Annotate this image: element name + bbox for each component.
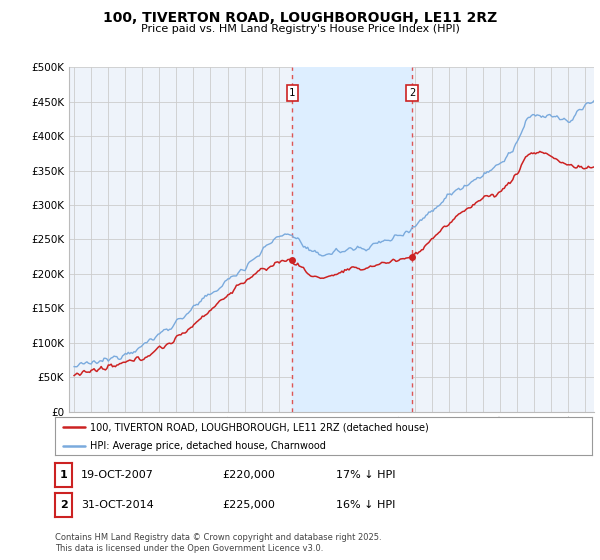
Text: 31-OCT-2014: 31-OCT-2014 xyxy=(81,500,154,510)
Text: 19-OCT-2007: 19-OCT-2007 xyxy=(81,470,154,480)
Text: 2: 2 xyxy=(409,88,415,98)
Text: 1: 1 xyxy=(289,88,295,98)
Text: 17% ↓ HPI: 17% ↓ HPI xyxy=(336,470,395,480)
Text: £225,000: £225,000 xyxy=(222,500,275,510)
Text: 100, TIVERTON ROAD, LOUGHBOROUGH, LE11 2RZ (detached house): 100, TIVERTON ROAD, LOUGHBOROUGH, LE11 2… xyxy=(90,422,429,432)
Text: Contains HM Land Registry data © Crown copyright and database right 2025.
This d: Contains HM Land Registry data © Crown c… xyxy=(55,533,382,553)
Text: Price paid vs. HM Land Registry's House Price Index (HPI): Price paid vs. HM Land Registry's House … xyxy=(140,24,460,34)
Text: £220,000: £220,000 xyxy=(222,470,275,480)
Text: 2: 2 xyxy=(60,500,67,510)
Text: 1: 1 xyxy=(60,470,67,480)
Text: HPI: Average price, detached house, Charnwood: HPI: Average price, detached house, Char… xyxy=(90,441,326,451)
Text: 100, TIVERTON ROAD, LOUGHBOROUGH, LE11 2RZ: 100, TIVERTON ROAD, LOUGHBOROUGH, LE11 2… xyxy=(103,11,497,25)
Text: 16% ↓ HPI: 16% ↓ HPI xyxy=(336,500,395,510)
Bar xyxy=(292,67,412,412)
